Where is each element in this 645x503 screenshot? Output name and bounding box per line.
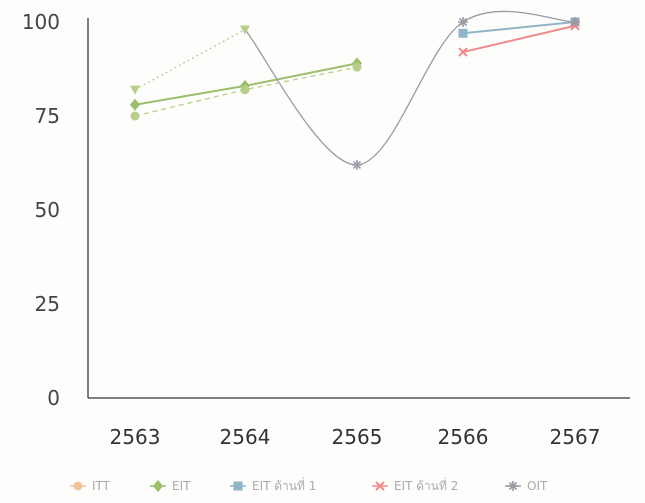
series-1 — [130, 57, 362, 111]
x-tick-label: 2566 — [438, 425, 489, 449]
legend-item: ITT — [70, 479, 111, 493]
y-tick-label: 75 — [35, 104, 60, 128]
legend-item: EIT ด้านที่ 1 — [230, 477, 316, 493]
series-layer — [130, 10, 580, 170]
data-point — [130, 98, 140, 111]
legend-item: OIT — [505, 479, 548, 493]
series-line — [462, 21, 576, 35]
x-tick-label: 2567 — [550, 425, 601, 449]
data-point — [570, 17, 580, 27]
legend-marker — [153, 480, 163, 492]
y-tick-label: 25 — [35, 292, 60, 316]
data-point — [240, 25, 250, 35]
x-tick-label: 2563 — [110, 425, 161, 449]
legend-label: EIT ด้านที่ 2 — [394, 477, 458, 493]
legend: ITT EIT EIT ด้านที่ 1 EIT ด้านที่ 2 OIT — [70, 477, 548, 493]
x-tick-label: 2565 — [332, 425, 383, 449]
legend-marker — [233, 481, 243, 491]
legend-label: ITT — [92, 479, 111, 493]
legend-item: EIT — [150, 479, 191, 493]
y-tick-label: 50 — [35, 198, 60, 222]
data-point — [352, 62, 362, 72]
legend-marker — [73, 481, 83, 491]
data-point — [352, 159, 362, 170]
series-4 — [244, 10, 580, 170]
legend-marker — [508, 481, 518, 491]
series-5 — [130, 25, 250, 95]
legend-marker — [375, 481, 385, 491]
x-tick-label: 2564 — [220, 425, 271, 449]
legend-label: EIT ด้านที่ 1 — [252, 477, 316, 493]
y-tick-label: 0 — [47, 386, 60, 410]
data-point — [130, 111, 140, 121]
legend-label: EIT — [172, 479, 191, 493]
series-line — [244, 10, 576, 166]
data-point — [458, 28, 468, 38]
series-line — [134, 28, 246, 91]
legend-label: OIT — [527, 479, 548, 493]
data-point — [130, 85, 140, 95]
legend-item: EIT ด้านที่ 2 — [372, 477, 458, 493]
y-tick-label: 100 — [22, 10, 60, 34]
data-point — [458, 17, 468, 27]
data-point — [458, 47, 468, 57]
x-axis-ticks: 2563 2564 2565 2566 2567 — [110, 425, 601, 449]
data-point — [240, 85, 250, 95]
series-line — [134, 66, 358, 117]
y-axis-ticks: 0 25 50 75 100 — [22, 10, 60, 410]
series-line — [462, 24, 576, 54]
series-6 — [130, 62, 362, 121]
